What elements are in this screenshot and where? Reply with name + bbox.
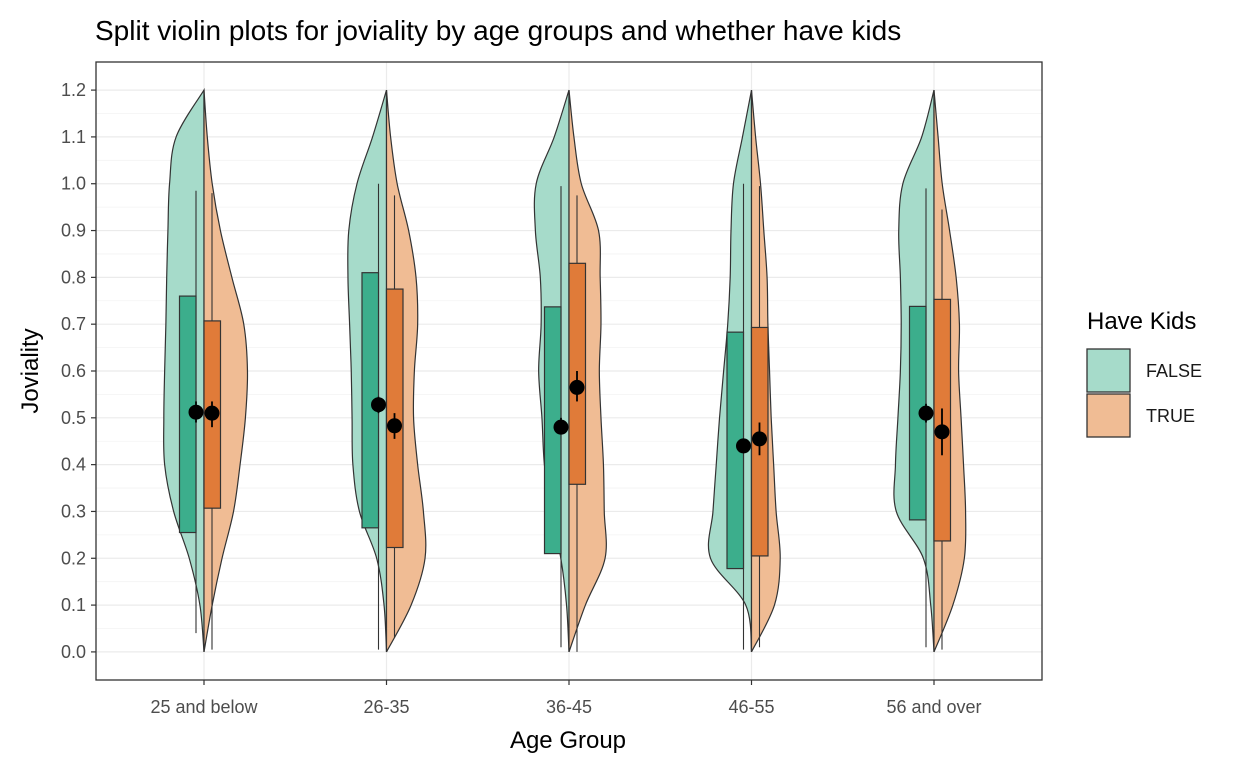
- y-tick-label: 1.0: [61, 174, 86, 194]
- y-tick-label: 0.9: [61, 221, 86, 241]
- x-tick-label: 26-35: [363, 697, 409, 717]
- y-tick-label: 0.3: [61, 501, 86, 521]
- violin-true: [203, 90, 249, 653]
- mean-point: [736, 438, 751, 454]
- y-tick-label: 0.2: [61, 548, 86, 568]
- x-tick-label: 25 and below: [150, 697, 258, 717]
- y-tick-label: 0.8: [61, 267, 86, 287]
- mean-point: [553, 419, 569, 435]
- x-tick-label: 56 and over: [886, 697, 981, 717]
- chart-title: Split violin plots for joviality by age …: [95, 15, 901, 46]
- y-tick-label: 0.5: [61, 408, 86, 428]
- mean-point: [934, 424, 950, 440]
- legend-key-false: [1086, 348, 1131, 393]
- y-tick-label: 0.4: [61, 455, 86, 475]
- y-axis: 0.0 0.1 0.2 0.3 0.4 0.5 0.6 0.7 0.8 0.9 1.0 1.1 1.2: [61, 80, 96, 662]
- x-tick-label: 36-45: [546, 697, 592, 717]
- y-tick-label: 0.7: [61, 314, 86, 334]
- legend: Have Kids FALSE TRUE: [1086, 308, 1202, 438]
- y-tick-label: 0.1: [61, 595, 86, 615]
- mean-point: [371, 397, 386, 413]
- legend-label: TRUE: [1146, 406, 1195, 426]
- mean-point: [204, 405, 220, 421]
- mean-point: [387, 418, 402, 434]
- mean-points: [188, 371, 950, 456]
- mean-point: [188, 404, 204, 420]
- y-tick-label: 1.1: [61, 127, 86, 147]
- y-tick-label: 0.6: [61, 361, 86, 381]
- x-axis: 25 and below 26-35 36-45 46-55 56 and over: [150, 680, 982, 717]
- y-tick-label: 0.0: [61, 642, 86, 662]
- y-axis-title: Joviality: [17, 328, 44, 413]
- x-tick-label: 46-55: [728, 697, 774, 717]
- mean-point: [752, 431, 767, 447]
- legend-key-true: [1086, 393, 1131, 438]
- legend-label: FALSE: [1146, 361, 1202, 381]
- legend-title: Have Kids: [1087, 308, 1196, 335]
- mean-point: [569, 379, 585, 395]
- x-axis-title: Age Group: [510, 727, 626, 754]
- violins: [163, 87, 967, 653]
- violin-true: [568, 90, 607, 653]
- y-tick-label: 1.2: [61, 80, 86, 100]
- mean-point: [918, 405, 934, 421]
